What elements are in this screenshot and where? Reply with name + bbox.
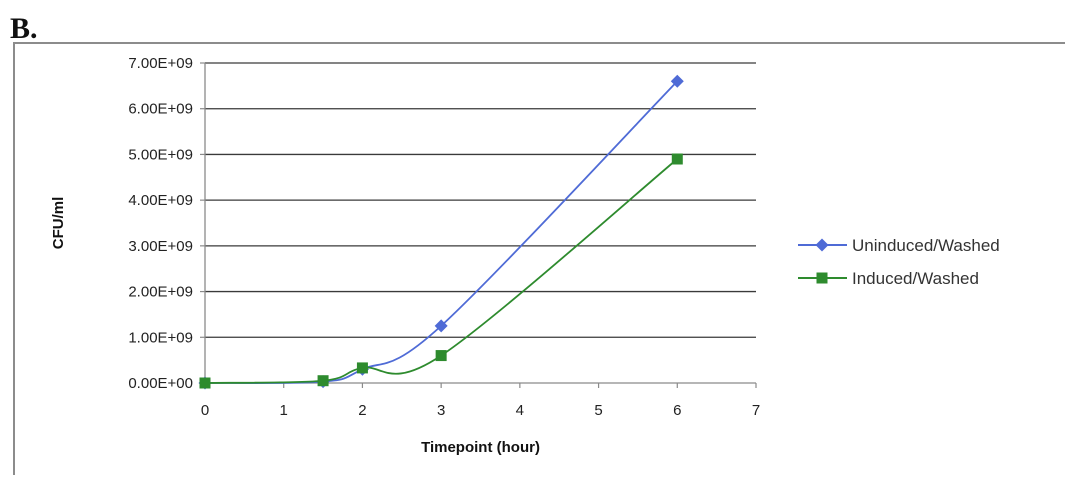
legend-marker xyxy=(815,238,829,252)
panel-label: B. xyxy=(10,12,38,45)
series-line-2 xyxy=(204,158,678,384)
data-point xyxy=(199,377,211,389)
y-tick-label: 3.00E+09 xyxy=(128,238,193,255)
data-point xyxy=(671,153,683,165)
chart-frame: 0.00E+00 1.00E+09 2.00E+09 3.00E+09 4.00E+09… xyxy=(13,42,1065,475)
x-tick-label: 6 xyxy=(673,402,681,419)
x-tick-label: 2 xyxy=(358,402,366,419)
x-tick-label: 1 xyxy=(280,402,288,419)
legend-label: Uninduced/Washed xyxy=(852,236,1000,255)
legend-marker xyxy=(816,272,828,284)
y-axis-title: CFU/ml xyxy=(50,197,67,250)
y-tick-label: 6.00E+09 xyxy=(128,101,193,118)
x-axis-title: Timepoint (hour) xyxy=(421,439,540,456)
data-point xyxy=(317,375,329,387)
y-tick-label: 0.00E+00 xyxy=(128,375,193,392)
series xyxy=(198,74,684,390)
gridlines xyxy=(205,62,756,338)
x-tick-label: 5 xyxy=(594,402,602,419)
x-tick-label: 4 xyxy=(516,402,524,419)
x-tick-label: 7 xyxy=(752,402,760,419)
y-tick-label: 2.00E+09 xyxy=(128,284,193,301)
line-chart: 0.00E+00 1.00E+09 2.00E+09 3.00E+09 4.00E+09… xyxy=(50,55,1000,456)
y-tick-label: 5.00E+09 xyxy=(128,146,193,163)
data-point xyxy=(434,319,448,333)
y-tick-label: 7.00E+09 xyxy=(128,55,193,72)
data-point xyxy=(435,350,447,362)
data-point xyxy=(356,362,368,374)
legend: Uninduced/Washed Induced/Washed xyxy=(798,236,1000,288)
x-tick-label: 0 xyxy=(201,402,209,419)
y-tick-label: 4.00E+09 xyxy=(128,192,193,209)
data-point xyxy=(670,74,684,88)
x-tick-label: 3 xyxy=(437,402,445,419)
y-tick-label: 1.00E+09 xyxy=(128,329,193,346)
axes xyxy=(200,62,757,388)
legend-label: Induced/Washed xyxy=(852,269,979,288)
tick-labels: 0.00E+00 1.00E+09 2.00E+09 3.00E+09 4.00E+09… xyxy=(128,55,760,419)
